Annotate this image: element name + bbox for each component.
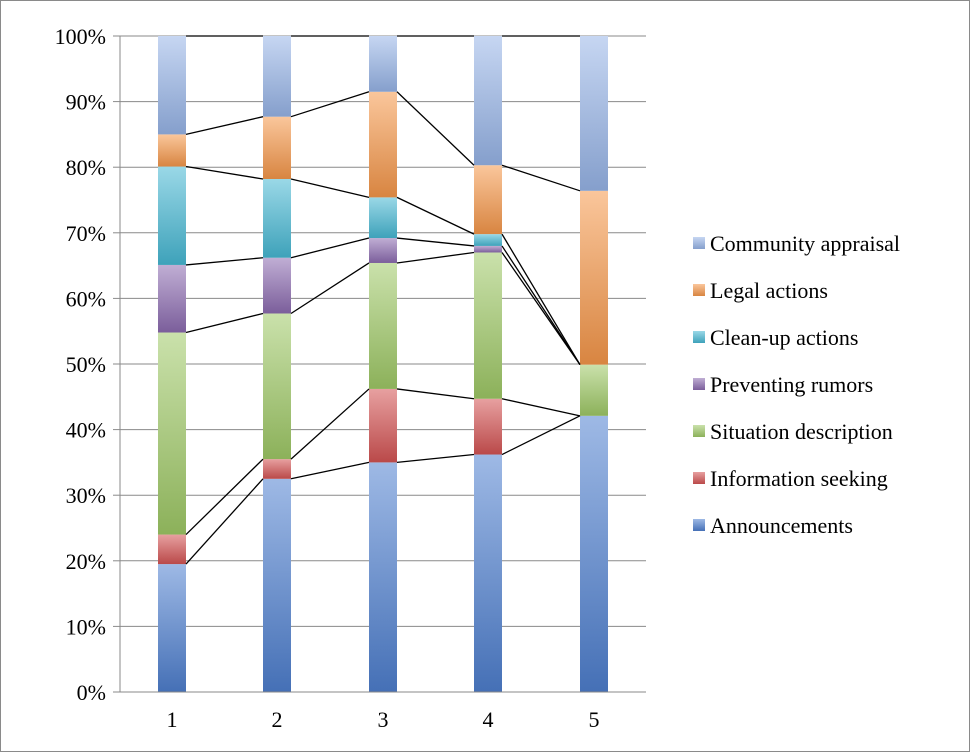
y-tick-label: 60% bbox=[66, 286, 106, 311]
bar-segment-community-appraisal-3 bbox=[369, 36, 397, 92]
bar-segment-legal-actions-1 bbox=[158, 134, 186, 167]
legend-label-information-seeking: Information seeking bbox=[710, 466, 888, 491]
legend-label-preventing-rumors: Preventing rumors bbox=[710, 372, 873, 397]
y-tick-label: 100% bbox=[55, 24, 106, 49]
bar-segment-announcements-5 bbox=[580, 415, 608, 692]
bar-segment-community-appraisal-5 bbox=[580, 36, 608, 191]
bar-segment-situation-description-1 bbox=[158, 332, 186, 535]
connector-line-preventing-rumors bbox=[290, 237, 370, 259]
bar-segment-clean-up-actions-2 bbox=[263, 179, 291, 258]
connector-line-legal-actions bbox=[501, 164, 581, 192]
legend-swatch-community-appraisal bbox=[693, 237, 705, 249]
x-tick-label: 1 bbox=[167, 707, 178, 732]
y-tick-label: 10% bbox=[66, 614, 106, 639]
bar-segment-legal-actions-4 bbox=[474, 165, 502, 235]
bar-segment-preventing-rumors-4 bbox=[474, 245, 502, 253]
legend-swatch-situation-description bbox=[693, 425, 705, 437]
bar-segment-information-seeking-3 bbox=[369, 388, 397, 463]
connector-line-announcements bbox=[290, 461, 370, 480]
bar-segment-community-appraisal-1 bbox=[158, 36, 186, 135]
bar-segment-announcements-3 bbox=[369, 462, 397, 692]
bar-segment-community-appraisal-2 bbox=[263, 36, 291, 117]
bar-segment-legal-actions-5 bbox=[580, 190, 608, 365]
bar-segment-legal-actions-3 bbox=[369, 91, 397, 198]
connector-line-announcements bbox=[185, 478, 264, 565]
y-tick-label: 90% bbox=[66, 90, 106, 115]
connector-line-announcements bbox=[396, 453, 475, 464]
bar-segment-situation-description-4 bbox=[474, 252, 502, 399]
legend-swatch-clean-up-actions bbox=[693, 331, 705, 343]
connector-line-preventing-rumors bbox=[185, 257, 264, 266]
bar-segment-preventing-rumors-3 bbox=[369, 238, 397, 263]
connector-line-clean-up-actions bbox=[501, 233, 581, 365]
bars bbox=[158, 36, 608, 692]
bar-segment-preventing-rumors-2 bbox=[263, 257, 291, 314]
x-axis-tick-labels: 1 2 3 4 5 bbox=[167, 707, 600, 732]
connector-line-legal-actions bbox=[290, 91, 370, 118]
y-tick-label: 30% bbox=[66, 483, 106, 508]
bar-segment-information-seeking-2 bbox=[263, 459, 291, 479]
bar-segment-clean-up-actions-3 bbox=[369, 197, 397, 239]
connector-line-situation-description bbox=[185, 312, 264, 334]
y-tick-label: 70% bbox=[66, 221, 106, 246]
connector-line-information-seeking bbox=[185, 458, 264, 536]
connector-line-information-seeking bbox=[501, 398, 581, 417]
connector-line-legal-actions bbox=[396, 91, 475, 166]
bar-segment-situation-description-3 bbox=[369, 262, 397, 389]
y-tick-label: 20% bbox=[66, 549, 106, 574]
bar-segment-preventing-rumors-1 bbox=[158, 264, 186, 333]
bar-segment-announcements-1 bbox=[158, 564, 186, 692]
x-tick-label: 4 bbox=[483, 707, 494, 732]
series-connector-lines bbox=[185, 35, 581, 565]
connector-line-preventing-rumors bbox=[396, 237, 475, 247]
x-tick-label: 3 bbox=[378, 707, 389, 732]
legend-label-clean-up-actions: Clean-up actions bbox=[710, 325, 858, 350]
bar-segment-information-seeking-4 bbox=[474, 398, 502, 455]
bar-segment-announcements-2 bbox=[263, 478, 291, 692]
y-tick-label: 80% bbox=[66, 155, 106, 180]
legend-label-situation-description: Situation description bbox=[710, 419, 893, 444]
legend-label-community-appraisal: Community appraisal bbox=[710, 231, 900, 256]
connector-line-announcements bbox=[501, 415, 581, 456]
bar-segment-situation-description-5 bbox=[580, 364, 608, 416]
legend-swatch-information-seeking bbox=[693, 472, 705, 484]
y-axis-tick-labels: 0% 10% 20% 30% 40% 50% 60% 70% 80% 90% 100% bbox=[55, 24, 106, 705]
connector-line-clean-up-actions bbox=[185, 165, 264, 180]
legend-label-announcements: Announcements bbox=[710, 513, 853, 538]
x-tick-label: 5 bbox=[589, 707, 600, 732]
connector-line-situation-description bbox=[396, 251, 475, 264]
connector-line-clean-up-actions bbox=[290, 178, 370, 199]
bar-segment-clean-up-actions-4 bbox=[474, 234, 502, 246]
connector-line-clean-up-actions bbox=[396, 196, 475, 235]
connector-line-information-seeking bbox=[290, 388, 370, 460]
legend-swatch-legal-actions bbox=[693, 284, 705, 296]
connector-line-preventing-rumors bbox=[501, 245, 581, 366]
x-tick-label: 2 bbox=[272, 707, 283, 732]
connector-line-information-seeking bbox=[396, 388, 475, 400]
legend-label-legal-actions: Legal actions bbox=[710, 278, 828, 303]
legend: Community appraisal Legal actions Clean-up… bbox=[693, 231, 900, 538]
bar-segment-clean-up-actions-1 bbox=[158, 166, 186, 265]
y-tick-label: 0% bbox=[77, 680, 106, 705]
bar-segment-announcements-4 bbox=[474, 454, 502, 692]
bar-segment-legal-actions-2 bbox=[263, 116, 291, 180]
legend-swatch-announcements bbox=[693, 519, 705, 531]
y-tick-label: 50% bbox=[66, 352, 106, 377]
bar-segment-situation-description-2 bbox=[263, 313, 291, 460]
connector-line-situation-description bbox=[290, 262, 370, 315]
legend-swatch-preventing-rumors bbox=[693, 378, 705, 390]
connector-line-legal-actions bbox=[185, 116, 264, 136]
y-tick-label: 40% bbox=[66, 418, 106, 443]
bar-segment-information-seeking-1 bbox=[158, 534, 186, 565]
bar-segment-community-appraisal-4 bbox=[474, 36, 502, 166]
